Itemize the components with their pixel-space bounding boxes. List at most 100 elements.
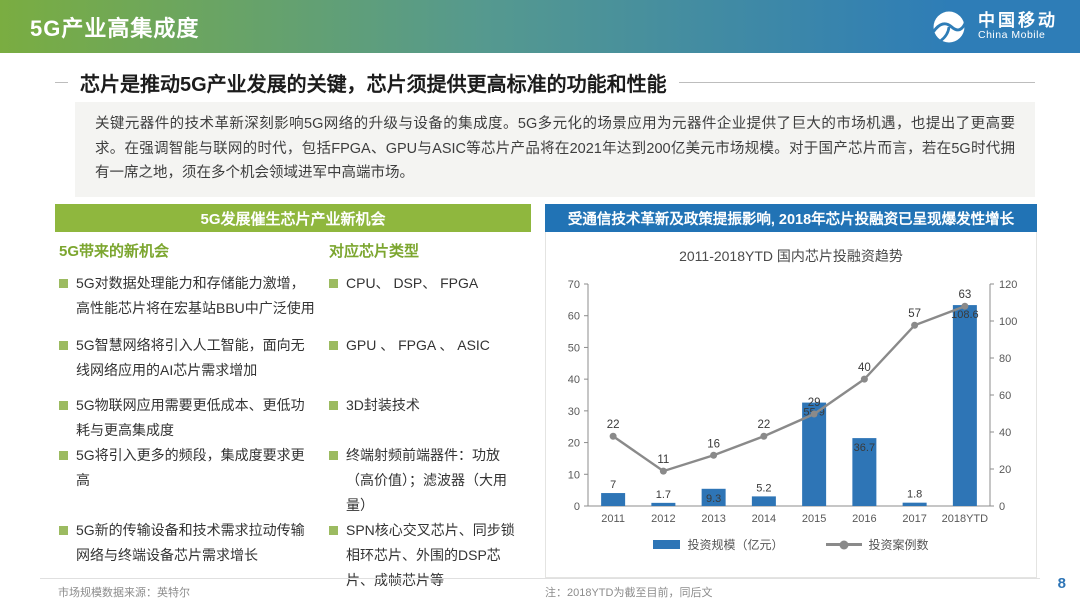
col-title-opportunities: 5G带来的新机会 [59,243,170,260]
line-marker [760,432,768,440]
opportunity-text: 5G新的传输设备和技术需求拉动传输网络与终端设备芯片需求增长 [76,522,305,563]
bullet-square-icon [329,401,338,410]
left-axis-tick: 10 [568,469,580,481]
legend-label-line: 投资案例数 [868,538,929,552]
bullet-square-icon [329,526,338,535]
list-row: 5G新的传输设备和技术需求拉动传输网络与终端设备芯片需求增长 SPN核心交叉芯片… [59,518,527,593]
line-label: 16 [707,438,720,450]
legend-item-line: 投资案例数 [825,536,929,553]
bullet-square-icon [329,341,338,350]
bar-label: 1.8 [907,489,922,501]
left-axis-tick: 20 [568,438,580,450]
right-axis-tick: 40 [999,427,1011,439]
x-axis-label: 2015 [802,513,826,525]
x-axis-label: 2012 [651,513,675,525]
left-axis-tick: 50 [568,342,580,354]
bar-label: 36.7 [854,442,875,454]
logo-text: 中国移动 China Mobile [978,12,1058,41]
opportunity-text: 5G物联网应用需要更低成本、更低功耗与更高集成度 [76,397,305,438]
line-label: 11 [657,454,669,466]
legend-label-bar: 投资规模（亿元） [687,538,784,552]
right-axis-tick: 120 [999,279,1017,291]
bar-label: 9.3 [706,493,721,505]
bar-2016 [852,438,877,506]
line-marker [609,432,617,440]
chip-type-text: 3D封装技术 [346,397,420,413]
key-message-section: 芯片是推动5G产业发展的关键，芯片须提供更高标准的功能和性能 [55,66,1035,99]
line-marker [860,375,868,383]
x-axis-label: 2013 [701,513,725,525]
bullet-square-icon [329,279,338,288]
bar-2018YTD [952,305,977,506]
line-label: 22 [757,419,770,431]
x-axis-label: 2016 [852,513,876,525]
right-axis-tick: 60 [999,390,1011,402]
x-axis-label: 2011 [601,513,625,525]
left-axis-tick: 60 [568,311,580,323]
line-label: 22 [607,419,620,431]
logo-text-cn: 中国移动 [978,11,1058,31]
bar-label: 1.7 [656,489,671,501]
logo-text-en: China Mobile [978,28,1046,41]
line-marker [710,451,718,459]
line-label: 29 [808,397,821,409]
chip-type-text: 终端射频前端器件：功放（高价值）；滤波器（大用量） [346,447,507,513]
chart: 2011-2018YTD 国内芯片投融资趋势 0 10 20 30 40 50 60 70 0 2… [545,232,1037,578]
slide-header: 5G产业高集成度 中国移动 China Mobile [0,0,1080,53]
key-message-body: 关键元器件的技术革新深刻影响5G网络的升级与设备的集成度。5G多元化的场景应用为… [75,102,1035,197]
legend-line-swatch-icon [825,540,862,549]
list-row: 5G将引入更多的频段，集成度要求更高 终端射频前端器件：功放（高价值）；滤波器（… [59,443,527,518]
line-marker [659,467,667,475]
legend-bar-swatch-icon [653,540,681,549]
right-axis-tick: 0 [999,501,1005,513]
chip-type-text: CPU、 DSP、 FPGA [346,275,479,291]
page-number: 8 [1057,575,1066,592]
chip-type-text: GPU 、 FPGA 、 ASIC [346,337,490,353]
bar-label: 7 [610,479,616,491]
list-row: 5G对数据处理能力和存储能力激增，高性能芯片将在宏基站BBU中广泛使用 CPU、… [59,271,527,333]
page-title: 5G产业高集成度 [30,15,200,41]
line-label: 63 [958,289,971,301]
x-axis-label: 2018YTD [942,513,989,525]
left-axis-tick: 30 [568,406,580,418]
left-panel-title: 5G发展催生芯片产业新机会 [55,204,531,232]
column-titles: 5G带来的新机会 对应芯片类型 [55,240,531,261]
source-footnote: 市场规模数据来源：英特尔 [58,587,190,599]
right-panel: 受通信技术革新及政策提振影响, 2018年芯片投融资已呈现爆发性增长 2011-… [545,204,1037,578]
bar-2013 [701,488,726,506]
line-label: 57 [908,308,921,320]
line-marker [810,410,818,418]
bar-2017 [902,502,927,506]
bullet-square-icon [59,341,68,350]
right-axis-tick: 20 [999,464,1011,476]
bar-label: 108.6 [951,309,979,321]
line-label: 40 [858,362,871,374]
china-mobile-logo-icon [929,7,969,47]
col-title-chip-types: 对应芯片类型 [329,243,420,260]
chart-legend: 投资规模（亿元） 投资案例数 [546,536,1036,553]
bar-2015 [802,402,827,506]
bullet-square-icon [59,279,68,288]
left-axis-tick: 70 [568,279,580,291]
chart-title: 2011-2018YTD 国内芯片投融资趋势 [679,248,903,264]
right-panel-title: 受通信技术革新及政策提振影响, 2018年芯片投融资已呈现爆发性增长 [545,204,1037,232]
list-row: 5G智慧网络将引入人工智能，面向无线网络应用的AI芯片需求增加 GPU 、 FP… [59,333,527,393]
trend-line [612,305,966,473]
bar-label: 5.2 [756,482,771,494]
bar-2011 [601,493,626,506]
opportunity-text: 5G对数据处理能力和存储能力激增，高性能芯片将在宏基站BBU中广泛使用 [76,275,315,316]
key-message-heading: 芯片是推动5G产业发展的关键，芯片须提供更高标准的功能和性能 [68,66,679,99]
chart-canvas: 0 10 20 30 40 50 60 70 0 20 40 60 80 100 120 7 1.7 9.3 5.2… [568,279,1018,525]
bullet-square-icon [59,401,68,410]
left-panel: 5G发展催生芯片产业新机会 5G带来的新机会 对应芯片类型 5G对数据处理能力和… [55,204,531,593]
bullet-square-icon [329,451,338,460]
left-axis-tick: 0 [574,501,580,513]
opportunity-text: 5G智慧网络将引入人工智能，面向无线网络应用的AI芯片需求增加 [76,337,305,378]
bullet-square-icon [59,451,68,460]
line-marker [911,321,919,329]
bar-2014 [751,496,776,506]
legend-item-bar: 投资规模（亿元） [653,536,784,553]
right-axis-tick: 80 [999,353,1011,365]
x-axis-label: 2017 [902,513,926,525]
